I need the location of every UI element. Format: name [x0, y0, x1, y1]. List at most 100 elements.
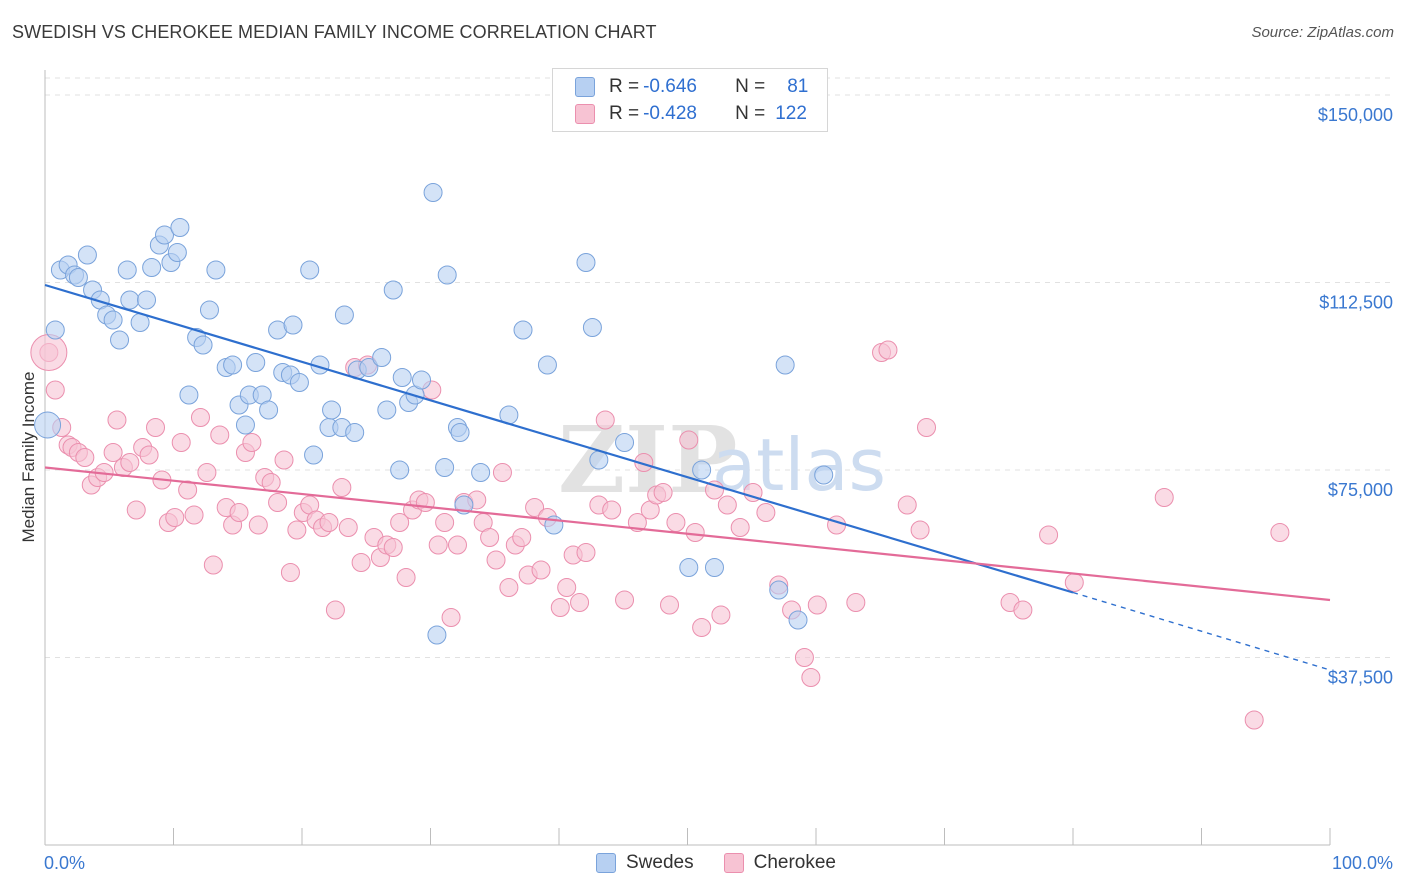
cherokee-point [428, 535, 448, 555]
cherokee-point [332, 478, 352, 497]
legend-item-swedes[interactable]: Swedes [596, 852, 694, 874]
swedes-point [179, 385, 199, 405]
cherokee-point [351, 553, 371, 572]
swedes-point [45, 320, 65, 340]
swedes-point [117, 260, 137, 280]
cherokee-point [45, 380, 65, 400]
swedes-legend-swatch [596, 853, 616, 873]
swedes-point [679, 558, 699, 577]
swedes-trend-extension [1072, 591, 1331, 671]
cherokee-point [570, 593, 590, 612]
cherokee-point [280, 563, 300, 582]
cherokee-point [126, 500, 146, 520]
cherokee-point [615, 590, 635, 610]
cherokee-point [846, 593, 866, 612]
cherokee-point [692, 618, 712, 637]
y-tick-label: $75,000 [1328, 480, 1393, 500]
cherokee-point [435, 513, 455, 532]
cherokee-point [917, 418, 937, 437]
cherokee-point [576, 543, 596, 562]
cherokee-point [197, 463, 217, 482]
cherokee-point [679, 430, 699, 450]
cherokee-point [557, 578, 577, 597]
x-tick-label-min: 0.0% [44, 853, 85, 873]
swedes-point [392, 368, 412, 387]
swedes-point [788, 610, 808, 630]
cherokee-point [319, 513, 339, 532]
swedes-point [142, 258, 162, 277]
y-tick-label: $37,500 [1328, 668, 1393, 688]
cherokee-point-large [30, 334, 68, 371]
cherokee-point [390, 513, 410, 532]
swedes-point [322, 400, 342, 420]
cherokee-point [794, 648, 814, 667]
cherokee-point [1064, 573, 1084, 592]
cherokee-point [531, 560, 551, 580]
cherokee-point [1013, 600, 1033, 620]
cherokee-point [120, 453, 140, 472]
cherokee-point [486, 550, 506, 570]
swedes-point [206, 260, 226, 280]
cherokee-point [595, 410, 615, 430]
swedes-point [537, 355, 557, 375]
cherokee-point [730, 518, 750, 537]
cherokee-point [627, 513, 647, 532]
cherokee-point [203, 555, 223, 575]
legend-row-cherokee: R = -0.428 N = 122 [575, 101, 807, 127]
cherokee-point [1154, 488, 1174, 507]
cherokee-point [447, 535, 467, 555]
watermark-atlas: atlas [712, 423, 886, 507]
swedes-point [692, 460, 712, 480]
swedes-point [289, 373, 309, 392]
cherokee-point [1270, 523, 1290, 542]
swedes-point [435, 458, 455, 477]
cherokee-point [711, 605, 731, 625]
cherokee-point [492, 463, 512, 482]
cherokee-point [103, 443, 123, 462]
swedes-point [155, 225, 175, 245]
swedes-point [704, 558, 724, 577]
swedes-point [235, 415, 255, 435]
swedes-trend-line [44, 283, 1074, 594]
cherokee-point [1244, 710, 1264, 730]
swedes-swatch [575, 77, 595, 97]
swedes-point [615, 433, 635, 452]
tick-labels: $37,500 $75,000 $112,500 $150,000 0.0% 100.0% [44, 105, 1393, 873]
swedes-point [513, 320, 533, 340]
swedes-point [246, 353, 266, 372]
swedes-point [769, 580, 789, 600]
cherokee-point [512, 528, 532, 547]
chart-title: SWEDISH VS CHEROKEE MEDIAN FAMILY INCOME… [12, 22, 657, 42]
swedes-point [775, 355, 795, 375]
cherokee-point [897, 495, 917, 515]
cherokee-r-label: R = [609, 103, 640, 124]
cherokee-point [525, 498, 545, 517]
cherokee-point [653, 483, 673, 502]
swedes-point [390, 460, 410, 480]
swedes-point [137, 290, 157, 310]
swedes-point [300, 260, 320, 280]
swedes-point [199, 300, 219, 320]
cherokee-point [242, 433, 262, 452]
swedes-point [283, 315, 303, 335]
swedes-point [383, 280, 403, 300]
x-tick-label-max: 100.0% [1332, 853, 1393, 873]
swedes-point [77, 245, 97, 265]
cherokee-trend-line [44, 466, 1331, 602]
cherokee-point [660, 595, 680, 615]
legend-item-cherokee[interactable]: Cherokee [723, 852, 836, 874]
swedes-point [34, 411, 62, 439]
cherokee-point [685, 523, 705, 542]
swedes-point [345, 423, 365, 442]
cherokee-point [248, 515, 268, 535]
swedes-legend-label: Swedes [626, 852, 694, 873]
swedes-point [103, 310, 123, 330]
cherokee-point [602, 500, 622, 520]
swedes-point [471, 463, 491, 482]
swedes-point [582, 318, 602, 337]
y-axis-label: Median Family Income [19, 371, 38, 542]
cherokee-n-value: 122 [775, 103, 807, 124]
cherokee-point [910, 520, 930, 540]
y-tick-label: $150,000 [1318, 105, 1393, 125]
swedes-point [450, 423, 470, 442]
